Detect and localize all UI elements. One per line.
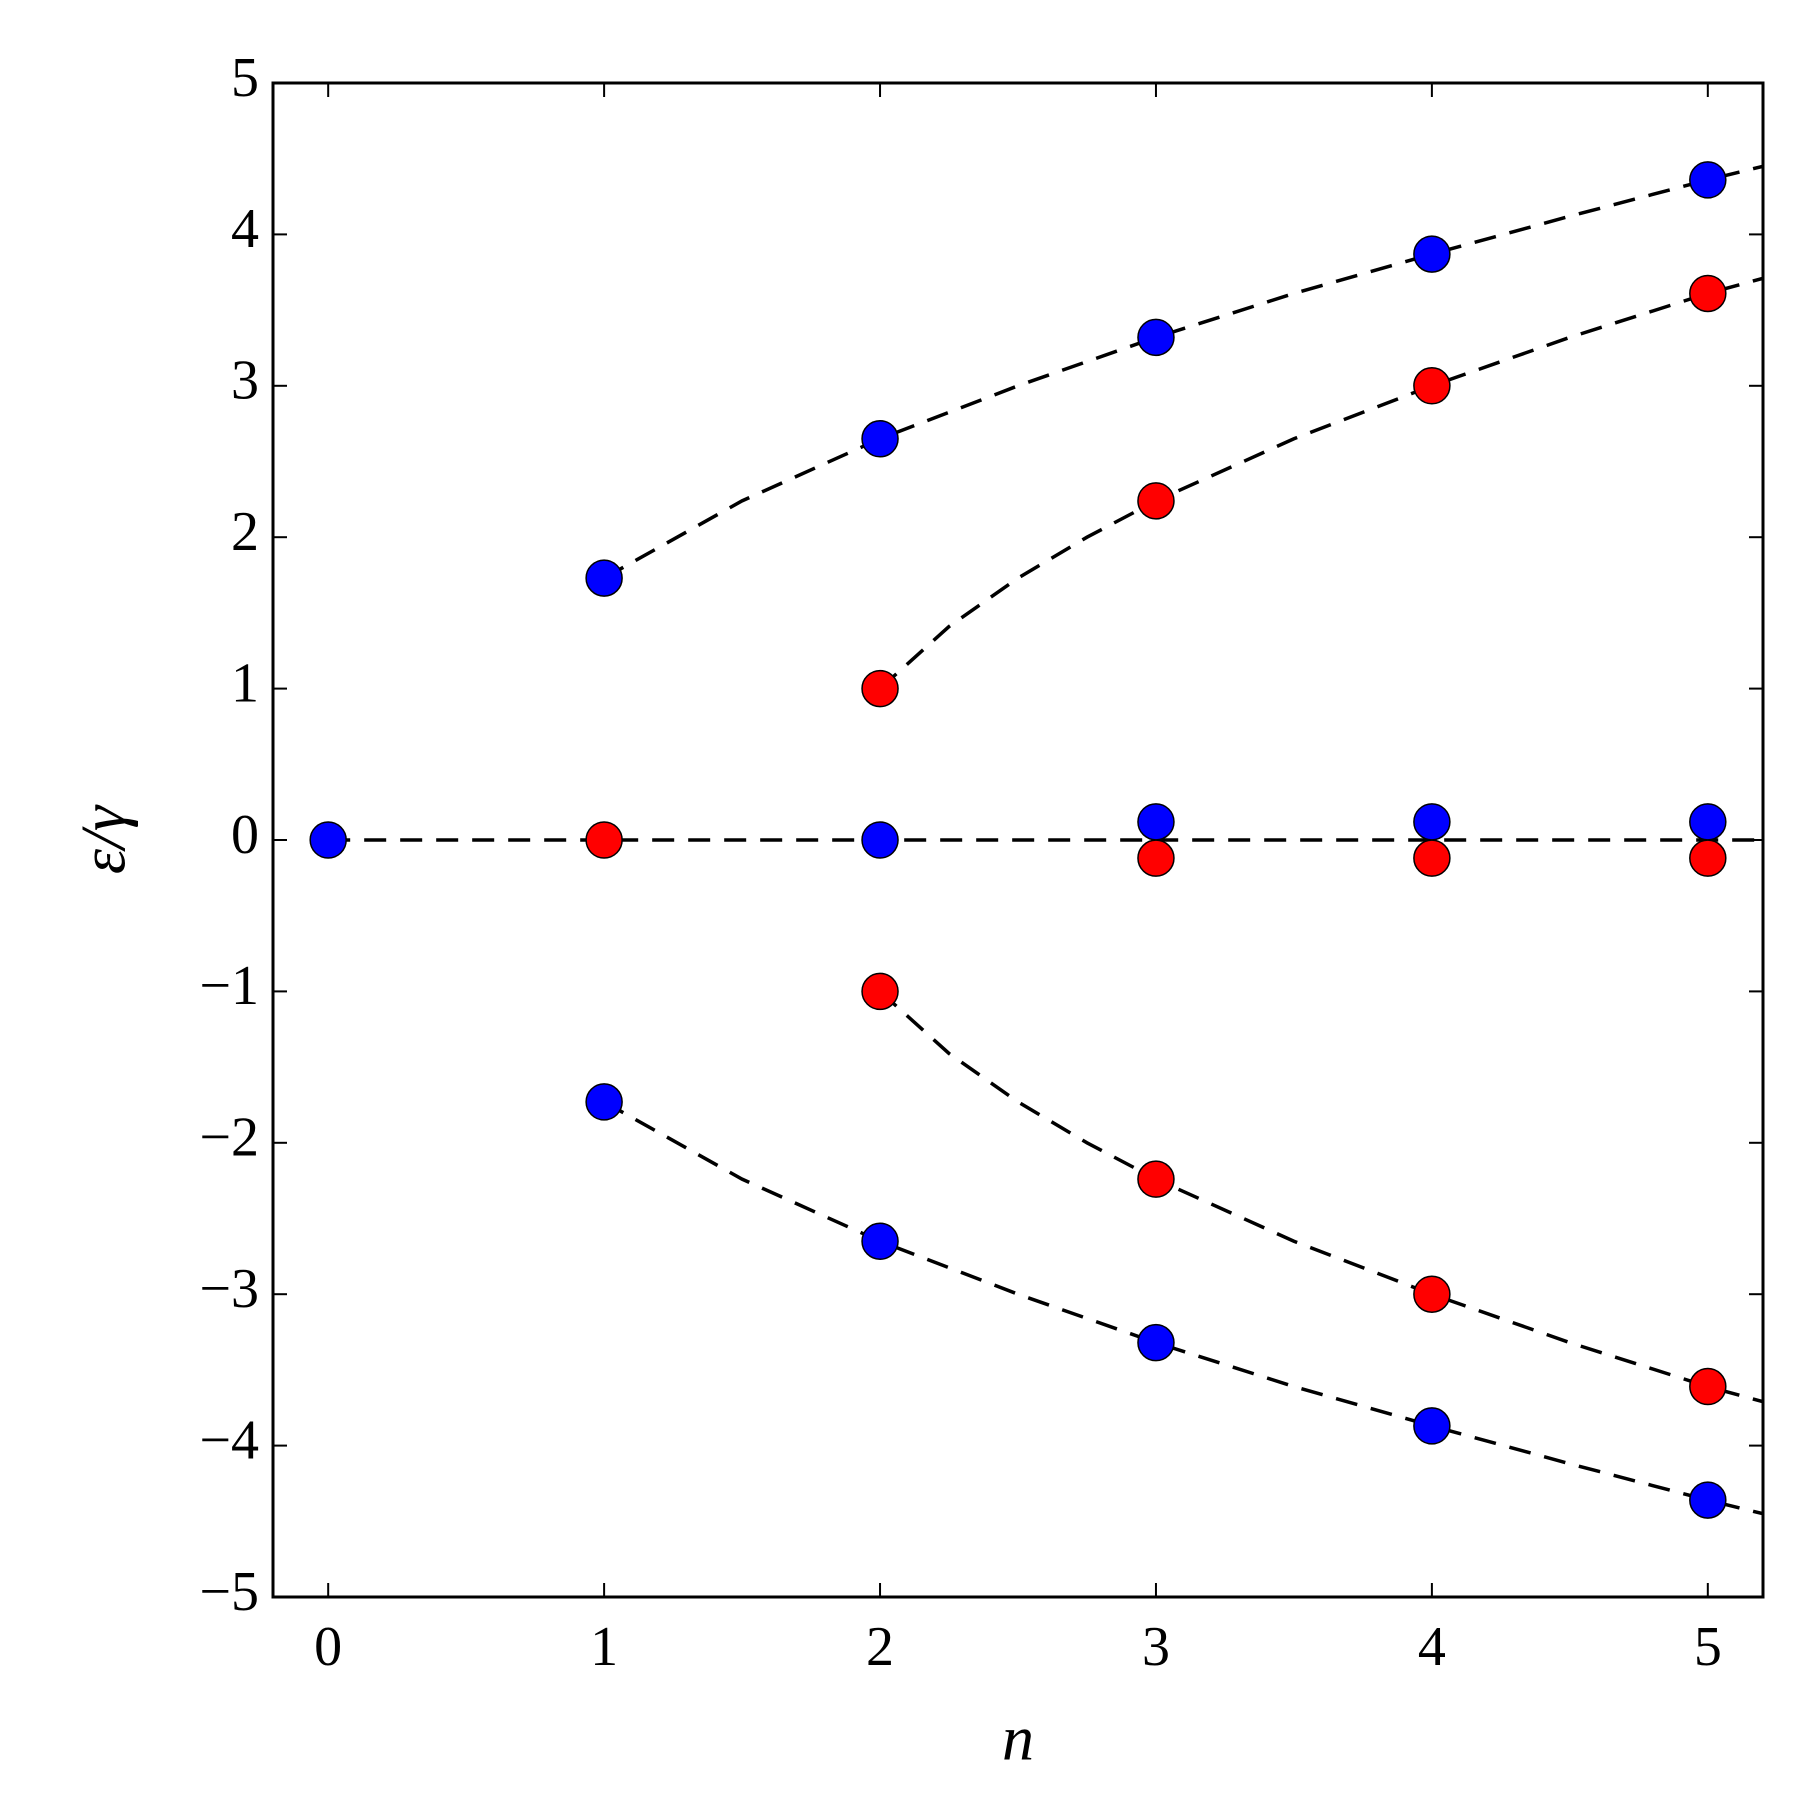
point <box>1689 161 1727 199</box>
y-tick-label: −2 <box>199 1107 259 1169</box>
point <box>1689 1481 1727 1519</box>
y-tick-label: 4 <box>231 198 259 260</box>
point <box>1413 1407 1451 1445</box>
y-tick-label: 5 <box>231 47 259 109</box>
point <box>585 1083 623 1121</box>
point <box>309 821 347 859</box>
dashed-curve <box>878 990 1763 1404</box>
x-tick-label: 2 <box>866 1616 894 1678</box>
y-tick-label: 2 <box>231 501 259 563</box>
point <box>1413 235 1451 273</box>
y-tick-label: −3 <box>199 1258 259 1320</box>
x-tick-label: 5 <box>1694 1616 1722 1678</box>
point <box>1137 1160 1175 1198</box>
point <box>585 559 623 597</box>
y-tick-label: 3 <box>231 350 259 412</box>
point <box>1137 482 1175 520</box>
point <box>1413 839 1451 877</box>
point <box>861 420 899 458</box>
x-tick-label: 3 <box>1142 1616 1170 1678</box>
plot-frame <box>271 81 1765 1599</box>
point <box>861 1222 899 1260</box>
point <box>1413 803 1451 841</box>
y-tick-label: 1 <box>231 652 259 714</box>
point <box>861 821 899 859</box>
point <box>1689 803 1727 841</box>
y-tick-label: 0 <box>231 804 259 866</box>
point <box>585 821 623 859</box>
x-tick-label: 4 <box>1418 1616 1446 1678</box>
point <box>861 972 899 1011</box>
point <box>1689 839 1727 877</box>
y-tick-label: −5 <box>199 1561 259 1623</box>
y-tick-label: −1 <box>199 955 259 1017</box>
point <box>861 669 899 708</box>
x-tick-label: 1 <box>590 1616 618 1678</box>
y-tick-label: −4 <box>199 1409 259 1471</box>
dashed-curve <box>878 276 1763 690</box>
y-axis-title: ε/γ <box>68 804 139 874</box>
point <box>1689 1367 1727 1406</box>
point <box>1689 274 1727 313</box>
point <box>1413 367 1451 405</box>
x-tick-label: 0 <box>314 1616 342 1678</box>
point <box>1137 839 1175 877</box>
point <box>1413 1275 1451 1313</box>
dashed-curve <box>603 1100 1763 1516</box>
x-axis-title: n <box>1002 1703 1034 1774</box>
point <box>1137 1323 1175 1362</box>
dashed-curve <box>603 164 1763 580</box>
point <box>1137 318 1175 357</box>
point <box>1137 803 1175 841</box>
